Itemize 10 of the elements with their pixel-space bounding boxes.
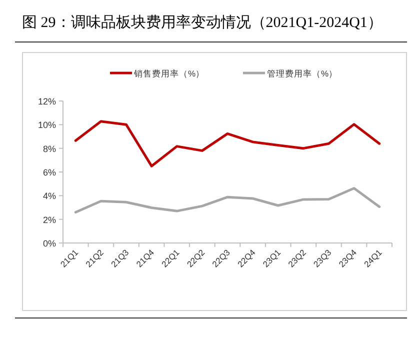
y-tick-label: 12%	[38, 96, 56, 106]
y-tick-label: 6%	[42, 168, 56, 178]
y-tick-label: 10%	[38, 120, 56, 130]
y-tick-label: 8%	[42, 144, 56, 154]
y-tick-label: 4%	[42, 191, 56, 202]
y-tick-label: 0%	[42, 238, 56, 248]
y-tick-label: 2%	[42, 214, 56, 225]
legend-label: 销售费用率（%）	[133, 68, 205, 78]
chart-title: 图 29：调味品板块费用率变动情况（2021Q1-2024Q1）	[22, 14, 382, 31]
legend-label: 管理费用率（%）	[267, 68, 338, 78]
